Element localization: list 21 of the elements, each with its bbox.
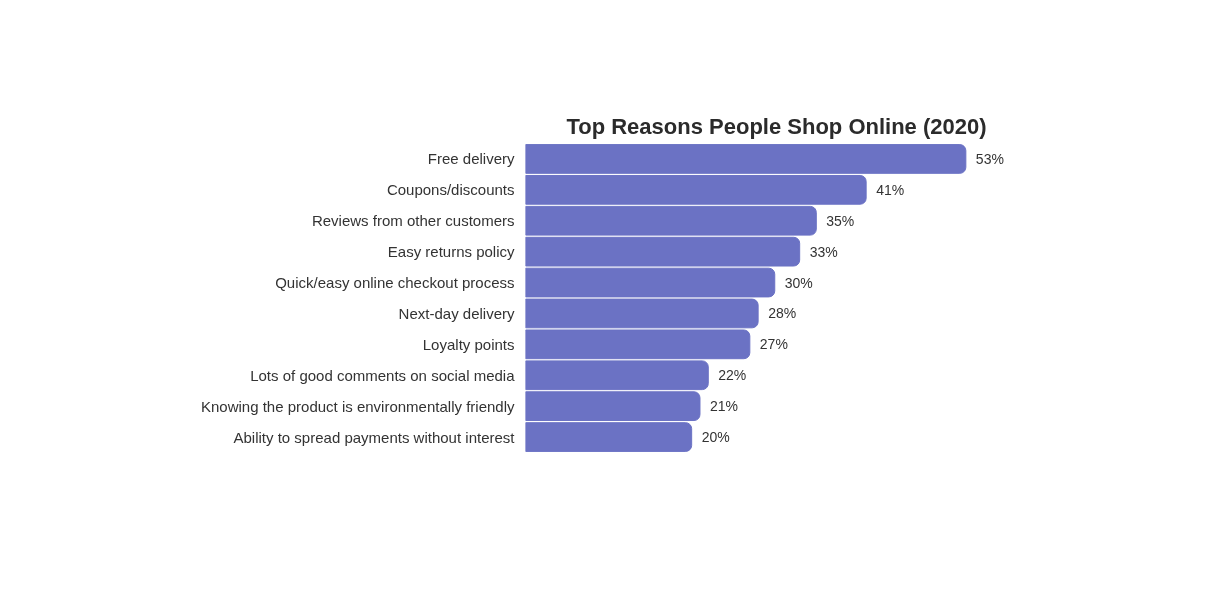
y-tick-label: Next-day delivery: [398, 304, 515, 322]
y-tick-label: Knowing the product is environmentally friendly: [201, 397, 515, 415]
data-label: 20%: [701, 429, 730, 446]
y-tick-label: Easy returns policy: [387, 243, 515, 261]
data-label: 21%: [709, 398, 739, 415]
data-label: 41%: [876, 181, 905, 198]
data-label: 28%: [768, 305, 797, 322]
y-tick-label: Lots of good comments on social media: [250, 366, 516, 384]
chart-title: Top Reasons People Shop Online (2020): [566, 113, 987, 139]
data-label: 30%: [784, 274, 813, 291]
y-tick-label: Loyalty points: [422, 335, 515, 353]
data-label: 22%: [718, 367, 747, 384]
y-tick-label: Reviews from other customers: [311, 212, 515, 230]
data-label: 35%: [826, 212, 855, 229]
data-label: 27%: [759, 336, 788, 353]
data-label: 33%: [809, 243, 838, 260]
y-tick-label: Free delivery: [427, 150, 515, 168]
y-tick-label: Quick/easy online checkout process: [275, 274, 515, 292]
y-tick-label: Coupons/discounts: [386, 181, 515, 199]
data-label: 53%: [975, 150, 1004, 167]
y-tick-label: Ability to spread payments without interest: [233, 428, 516, 446]
